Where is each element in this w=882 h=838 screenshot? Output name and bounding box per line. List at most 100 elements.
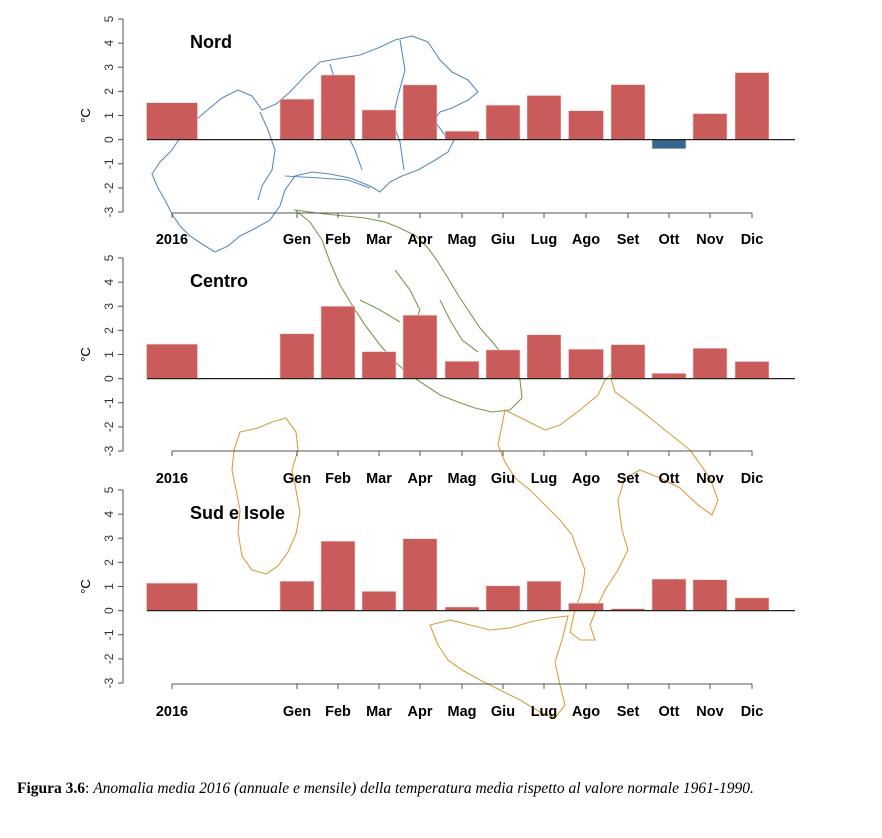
x-tick-label: Ott — [659, 471, 680, 487]
x-tick-label: Apr — [408, 232, 433, 248]
y-tick-label: 2 — [102, 327, 116, 334]
y-tick-label: 5 — [102, 254, 116, 261]
x-tick-label: Nov — [696, 471, 723, 487]
panel-title: Sud e Isole — [190, 503, 285, 523]
x-tick-label: Gen — [283, 232, 311, 248]
x-tick-label: Feb — [325, 232, 351, 248]
bar-nov — [692, 579, 728, 611]
x-tick-label: Apr — [408, 471, 433, 487]
y-tick-label: -1 — [102, 397, 116, 408]
bar-nov — [692, 347, 728, 379]
bar-feb — [320, 305, 356, 379]
figure-caption: Figura 3.6: Anomalia media 2016 (annuale… — [17, 780, 877, 798]
x-tick-label: Dic — [741, 704, 764, 720]
x-tick-label: Giu — [491, 471, 515, 487]
y-tick-label: 0 — [102, 136, 116, 143]
panel-title: Centro — [190, 271, 248, 291]
x-tick-label: Gen — [283, 471, 311, 487]
y-tick-label: -3 — [102, 445, 116, 456]
bar-giu — [485, 585, 521, 611]
x-tick-label: Mar — [366, 704, 392, 720]
y-tick-label: 1 — [102, 351, 116, 358]
x-tick-label: 2016 — [156, 232, 188, 248]
bar-giu — [485, 349, 521, 379]
x-tick-label: Mar — [366, 471, 392, 487]
panel-centro: -3 -2 -1 0 1 2 3 4 5 °C Centro 2016 Gen Feb Mar Apr Mag G… — [78, 254, 795, 487]
bar-dic — [734, 361, 770, 379]
bar-mar — [361, 591, 397, 611]
caption-label: Figura 3.6 — [17, 780, 86, 797]
bar-giu — [485, 104, 521, 140]
y-tick-label: 5 — [102, 486, 116, 493]
y-axis-label: °C — [78, 108, 93, 123]
y-tick-label: 5 — [102, 15, 116, 22]
y-tick-label: 2 — [102, 88, 116, 95]
x-tick-label: Ago — [572, 232, 600, 248]
x-tick-label: Mar — [366, 232, 392, 248]
y-tick-label: 0 — [102, 375, 116, 382]
map-region-outline — [429, 615, 569, 719]
x-tick-label: Set — [617, 471, 640, 487]
y-axis-label: °C — [78, 579, 93, 594]
bar-ago — [568, 110, 604, 140]
bar-ott — [651, 578, 687, 611]
bar-feb — [320, 74, 356, 140]
bar-lug — [526, 95, 562, 140]
x-tick-label: 2016 — [156, 704, 188, 720]
y-tick-label: 3 — [102, 535, 116, 542]
x-tick-label: Mag — [448, 704, 477, 720]
bar-lug — [526, 334, 562, 379]
y-tick-label: 1 — [102, 583, 116, 590]
x-tick-label: Mag — [448, 471, 477, 487]
y-tick-label: -3 — [102, 677, 116, 688]
bar-ago — [568, 602, 604, 611]
bar-2016 — [146, 102, 198, 140]
bar-2016 — [146, 343, 198, 379]
bar-apr — [402, 84, 438, 140]
x-tick-label: Ott — [659, 232, 680, 248]
bar-ago — [568, 348, 604, 379]
x-tick-label: Nov — [696, 704, 723, 720]
bar-feb — [320, 540, 356, 611]
x-tick-label: Set — [617, 232, 640, 248]
y-tick-label: -2 — [102, 182, 116, 193]
bar-set — [610, 344, 646, 379]
bar-set — [610, 84, 646, 140]
x-tick-label: Lug — [531, 232, 558, 248]
map-region-outline — [151, 35, 479, 253]
y-tick-label: 4 — [102, 510, 116, 517]
bar-dic — [734, 72, 770, 140]
x-tick-label: Apr — [408, 704, 433, 720]
y-tick-label: 4 — [102, 278, 116, 285]
x-tick-label: Giu — [491, 704, 515, 720]
bar-dic — [734, 597, 770, 611]
y-tick-label: -3 — [102, 206, 116, 217]
bar-lug — [526, 580, 562, 611]
x-tick-label: Feb — [325, 704, 351, 720]
map-region-outline — [293, 209, 523, 413]
panel-nord: -3 -2 -1 0 1 2 3 4 5 °C Nord 2016 Gen Feb Mar Apr Mag Giu… — [78, 15, 795, 248]
y-tick-label: 1 — [102, 112, 116, 119]
x-tick-label: Set — [617, 704, 640, 720]
y-tick-label: -1 — [102, 158, 116, 169]
x-tick-label: Dic — [741, 232, 764, 248]
figure: -3 -2 -1 0 1 2 3 4 5 °C Nord 2016 Gen Feb Mar Apr Mag Giu… — [78, 15, 795, 720]
bar-mar — [361, 109, 397, 140]
bar-mar — [361, 351, 397, 379]
y-tick-label: 3 — [102, 303, 116, 310]
bar-nov — [692, 113, 728, 140]
y-tick-label: -1 — [102, 629, 116, 640]
bar-mag — [444, 360, 480, 379]
x-tick-label: Ott — [659, 704, 680, 720]
y-axis-label: °C — [78, 347, 93, 362]
caption-text: Anomalia media 2016 (annuale e mensile) … — [93, 780, 754, 797]
y-tick-label: 4 — [102, 39, 116, 46]
bar-gen — [279, 98, 315, 140]
y-tick-label: 2 — [102, 559, 116, 566]
x-tick-label: Dic — [741, 471, 764, 487]
bar-gen — [279, 580, 315, 611]
panel-sud-e-isole: -3 -2 -1 0 1 2 3 4 5 °C Sud e Isole 2016 Gen Feb Mar Ap… — [78, 486, 795, 720]
x-tick-label: Feb — [325, 471, 351, 487]
y-tick-label: 0 — [102, 607, 116, 614]
bar-ott — [651, 373, 687, 379]
